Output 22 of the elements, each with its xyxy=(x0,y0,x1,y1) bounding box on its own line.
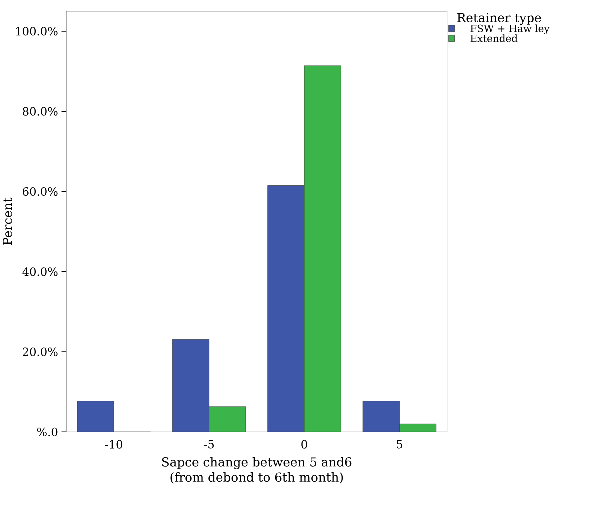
y-axis-title: Percent xyxy=(3,198,12,246)
y-tick-label: %.0 xyxy=(37,428,58,436)
bar xyxy=(304,66,342,432)
x-tick-label: 0 xyxy=(302,440,308,449)
x-tick-label: -5 xyxy=(204,440,214,449)
bar xyxy=(172,340,210,432)
legend-label: Extended xyxy=(470,34,518,42)
y-tick-label: 80.0% xyxy=(23,107,58,116)
x-tick-label: -10 xyxy=(105,440,123,449)
y-tick-label: 100.0% xyxy=(16,27,58,36)
y-tick-label: 40.0% xyxy=(22,268,58,276)
x-tick-label: 5 xyxy=(397,440,402,449)
bar xyxy=(400,424,437,432)
legend-label: FSW + Haw ley xyxy=(470,24,550,34)
legend-title: Retainer type xyxy=(458,13,542,26)
y-tick-label: 60.0% xyxy=(23,187,58,196)
bar xyxy=(362,401,400,432)
bar xyxy=(77,401,114,432)
bar xyxy=(209,406,246,432)
y-tick-label: 20.0% xyxy=(23,348,58,356)
x-axis-title: Sapce change between 5 and6 (from debond to 6th month) xyxy=(162,457,352,484)
bar xyxy=(268,186,305,432)
